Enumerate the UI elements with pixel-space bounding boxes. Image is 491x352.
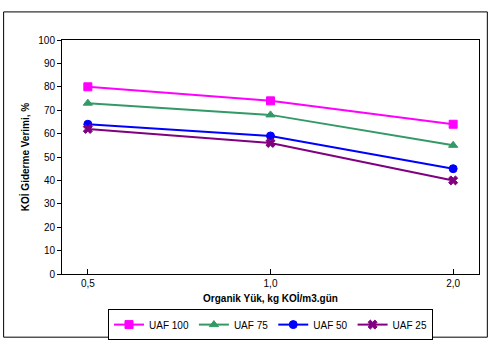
svg-text:0,5: 0,5 — [81, 278, 95, 289]
svg-text:KOİ Giderme Verimi, %: KOİ Giderme Verimi, % — [19, 103, 31, 211]
svg-text:UAF 75: UAF 75 — [234, 320, 268, 331]
svg-text:50: 50 — [44, 152, 56, 163]
svg-text:100: 100 — [38, 35, 55, 46]
svg-text:60: 60 — [44, 128, 56, 139]
svg-text:30: 30 — [44, 198, 56, 209]
svg-text:70: 70 — [44, 105, 56, 116]
svg-text:1,0: 1,0 — [264, 278, 278, 289]
svg-text:UAF 100: UAF 100 — [149, 320, 189, 331]
svg-text:10: 10 — [44, 245, 56, 256]
svg-text:0: 0 — [49, 269, 55, 280]
svg-text:40: 40 — [44, 175, 56, 186]
svg-text:80: 80 — [44, 81, 56, 92]
svg-text:UAF 25: UAF 25 — [393, 320, 427, 331]
svg-text:UAF 50: UAF 50 — [313, 320, 347, 331]
svg-text:Organik Yük, kg KOİ/m3.gün: Organik Yük, kg KOİ/m3.gün — [203, 292, 338, 304]
svg-text:90: 90 — [44, 58, 56, 69]
svg-text:20: 20 — [44, 222, 56, 233]
svg-text:2,0: 2,0 — [446, 278, 460, 289]
